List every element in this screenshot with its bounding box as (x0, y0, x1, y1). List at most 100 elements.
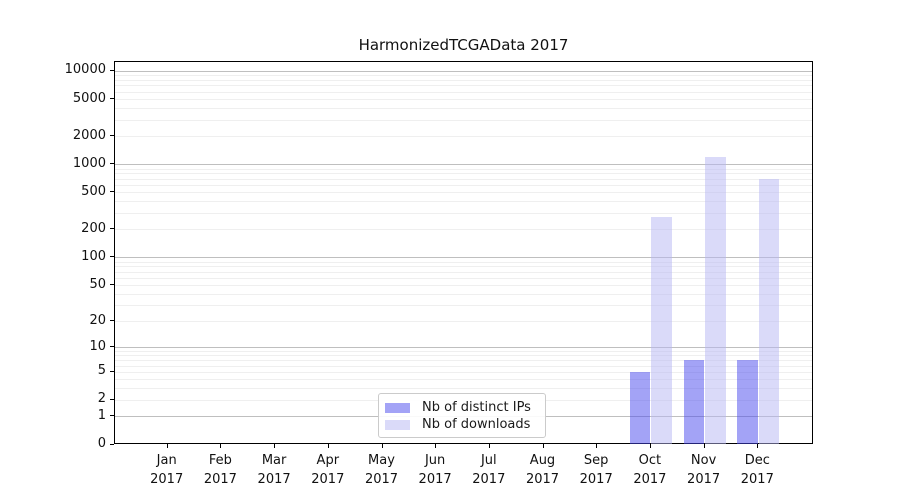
x-tick-label: Nov 2017 (687, 453, 721, 487)
y-tick-mark (110, 98, 114, 99)
gridline-major (115, 164, 812, 166)
x-tick-label: Aug 2017 (525, 453, 560, 487)
y-tick-label: 10 (89, 338, 106, 354)
y-tick-label: 50 (89, 276, 106, 292)
x-tick-label: Jun 2017 (418, 453, 452, 487)
gridline-major (115, 257, 812, 259)
bar-downloads-nov (705, 156, 726, 444)
gridline-minor (115, 79, 812, 81)
gridline-minor (115, 371, 812, 373)
gridline-minor (115, 277, 812, 279)
x-tick-mark (757, 444, 759, 448)
x-tick-label: Oct 2017 (633, 453, 667, 487)
y-tick-mark (110, 163, 114, 165)
y-tick-label: 100 (81, 248, 106, 264)
y-tick-label: 1 (97, 407, 106, 423)
legend-label-distinct-ips: Nb of distinct IPs (422, 400, 531, 415)
y-tick-label: 5 (97, 363, 106, 379)
gridline-minor (115, 266, 812, 268)
bar-distinct-ips-oct (629, 371, 651, 444)
y-tick-label: 20 (89, 312, 106, 328)
y-tick-label: 10000 (64, 62, 106, 78)
x-tick-mark (166, 444, 168, 448)
plot-area (114, 61, 813, 444)
y-tick-label: 500 (81, 183, 106, 199)
x-tick-mark (596, 444, 598, 448)
y-tick-mark (110, 135, 114, 137)
y-tick-mark (110, 415, 114, 417)
chart-title: HarmonizedTCGAData 2017 (358, 36, 569, 54)
x-tick-mark (542, 444, 544, 448)
x-tick-mark (703, 444, 705, 448)
x-tick-mark (274, 444, 276, 448)
y-tick-mark (110, 256, 114, 258)
y-tick-mark (110, 284, 114, 285)
bar-downloads-oct (651, 217, 672, 444)
y-tick-mark (110, 346, 114, 348)
gridline-minor (115, 136, 812, 138)
gridline-major (115, 70, 812, 72)
gridline-minor (115, 229, 812, 231)
x-tick-label: Dec 2017 (740, 453, 774, 487)
legend-label-downloads: Nb of downloads (422, 417, 531, 432)
gridline-minor (115, 360, 812, 362)
gridline-minor (115, 99, 812, 100)
y-tick-mark (110, 398, 114, 400)
gridline-minor (115, 192, 812, 194)
x-tick-label: Jan 2017 (150, 453, 184, 487)
gridline-minor (115, 351, 812, 353)
bar-distinct-ips-dec (737, 360, 758, 444)
x-tick-mark (381, 444, 383, 448)
x-tick-mark (488, 444, 490, 448)
y-tick-mark (110, 69, 114, 71)
y-tick-label: 2 (97, 391, 106, 407)
gridline-minor (115, 91, 812, 93)
y-tick-label: 2000 (72, 127, 106, 143)
y-tick-label: 200 (81, 220, 106, 236)
x-tick-mark (435, 444, 437, 448)
gridline-minor (115, 285, 812, 286)
gridline-minor (115, 185, 812, 186)
legend: Nb of distinct IPs Nb of downloads (378, 393, 546, 438)
x-tick-mark (649, 444, 651, 448)
x-tick-label: Feb 2017 (203, 453, 237, 487)
gridline-minor (115, 305, 812, 307)
y-tick-mark (110, 443, 114, 445)
gridline-minor (115, 293, 812, 295)
x-tick-label: Apr 2017 (311, 453, 345, 487)
y-tick-mark (110, 228, 114, 230)
y-tick-label: 0 (97, 436, 106, 451)
y-tick-label: 1000 (72, 155, 106, 171)
gridline-minor (115, 213, 812, 214)
gridline-minor (115, 365, 812, 367)
legend-item-downloads: Nb of downloads (385, 416, 537, 433)
gridline-minor (115, 178, 812, 180)
bar-distinct-ips-nov (683, 360, 705, 444)
legend-swatch-downloads (385, 419, 410, 430)
x-tick-label: Sep 2017 (579, 453, 613, 487)
gridline-minor (115, 168, 812, 170)
gridline-minor (115, 201, 812, 203)
gridline-minor (115, 379, 812, 381)
y-tick-mark (110, 370, 114, 372)
bar-downloads-dec (758, 178, 780, 444)
x-tick-mark (327, 444, 329, 448)
gridline-minor (115, 388, 812, 390)
gridline-minor (115, 108, 812, 110)
y-tick-mark (110, 191, 114, 193)
legend-item-distinct-ips: Nb of distinct IPs (385, 399, 537, 416)
gridline-major (115, 347, 812, 349)
x-tick-mark (220, 444, 222, 448)
gridline-minor (115, 85, 812, 87)
x-tick-label: Mar 2017 (257, 453, 291, 487)
legend-swatch-distinct-ips (385, 402, 410, 413)
y-tick-label: 5000 (72, 90, 106, 106)
gridline-minor (115, 355, 812, 357)
gridline-minor (115, 75, 812, 77)
x-tick-label: May 2017 (364, 453, 399, 487)
gridline-minor (115, 271, 812, 273)
gridline-minor (115, 173, 812, 175)
x-tick-label: Jul 2017 (472, 453, 506, 487)
gridline-minor (115, 321, 812, 322)
